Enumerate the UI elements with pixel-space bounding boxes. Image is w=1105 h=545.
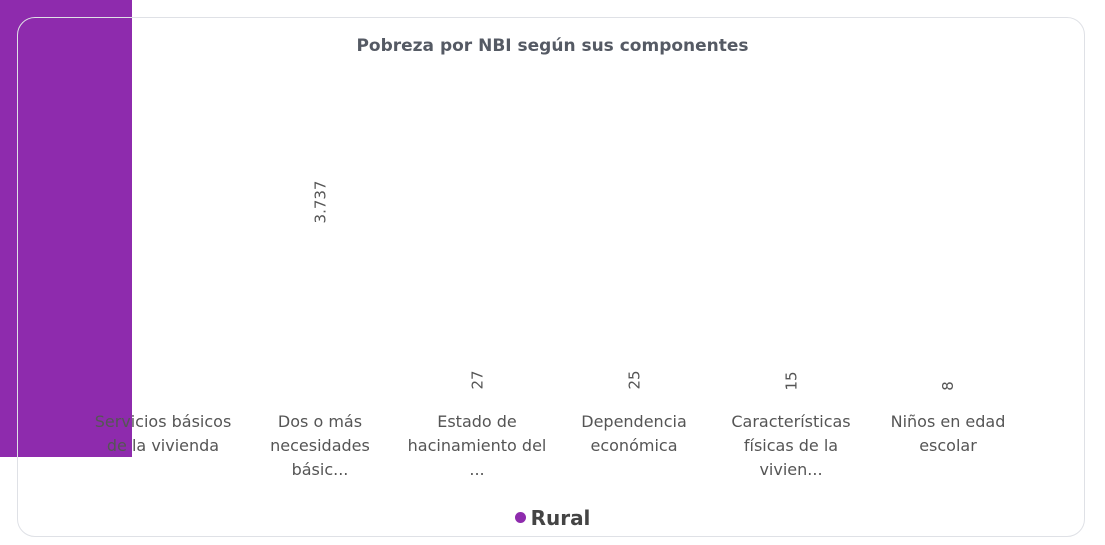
x-tick-label: Estado de hacinamiento del ... <box>407 412 547 479</box>
x-tick-label: Niños en edad escolar <box>890 412 1006 455</box>
bar <box>0 283 132 451</box>
x-tick-label: Dos o más necesidades básic... <box>270 412 370 479</box>
data-label: 3.737 <box>310 180 329 223</box>
x-tick-label: Características físicas de la vivien... <box>731 412 851 479</box>
x-tick-label: Servicios básicos de la vivienda <box>94 412 232 455</box>
card <box>17 17 1085 537</box>
bar <box>0 450 132 453</box>
chart-title: Pobreza por NBI según sus componentes <box>356 36 749 56</box>
bar <box>0 453 132 456</box>
legend-label: Rural <box>530 506 591 530</box>
data-label: 27 <box>468 370 487 390</box>
legend: Rural <box>0 506 1105 530</box>
bar <box>0 455 132 457</box>
bar <box>0 452 132 454</box>
data-label: 15 <box>782 371 801 391</box>
data-label: 6.296 <box>154 123 173 172</box>
data-label: 25 <box>625 370 644 390</box>
data-label: 8 <box>938 380 957 391</box>
legend-marker <box>514 512 526 523</box>
bar <box>0 0 132 283</box>
x-tick-label: Dependencia económica <box>581 412 687 455</box>
